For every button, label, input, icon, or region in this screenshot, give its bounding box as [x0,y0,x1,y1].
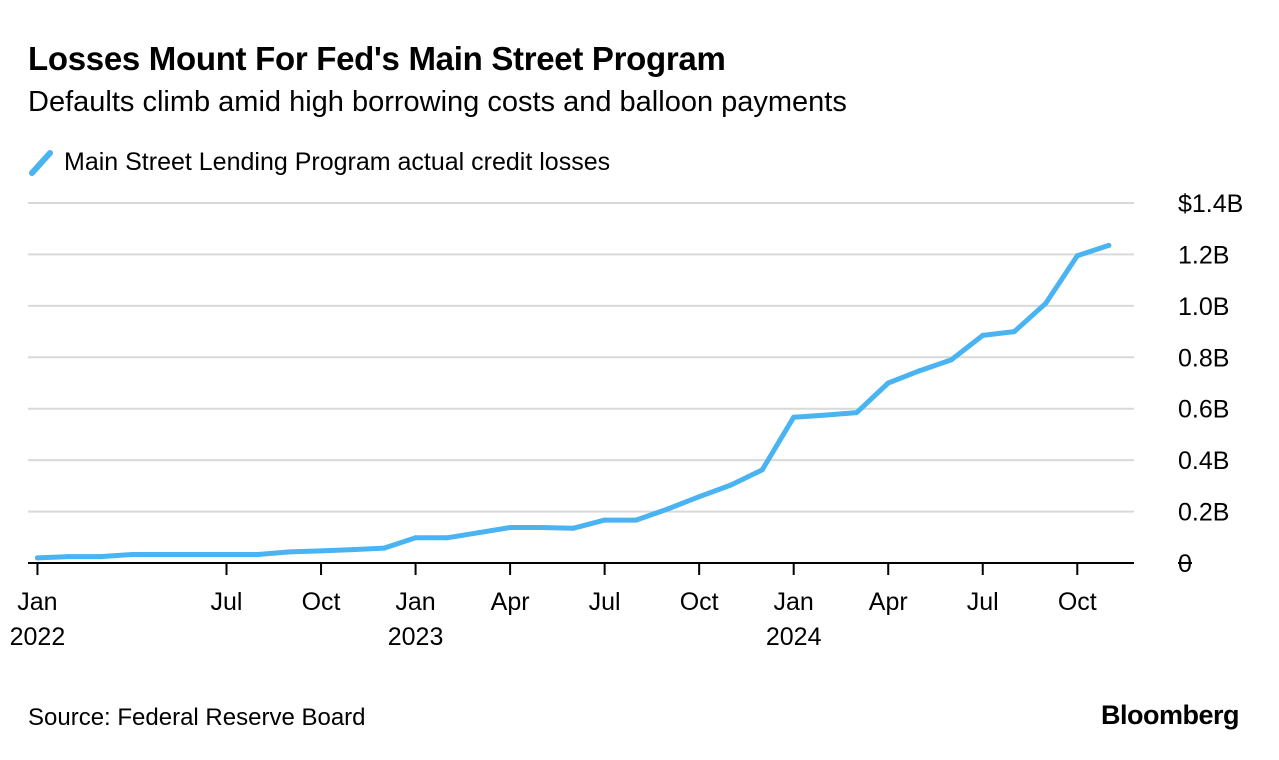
data-point [1074,253,1080,259]
legend-line-icon [29,150,53,176]
data-point [255,552,261,558]
x-year-label: 2022 [10,623,66,651]
data-point [917,368,923,374]
x-year-label: 2023 [388,623,444,651]
data-point [539,525,545,531]
x-tick-label: Apr [869,588,908,616]
data-point [854,410,860,416]
data-point [633,517,639,523]
x-tick-label: Oct [1058,588,1097,616]
x-tick-label: Oct [680,588,719,616]
x-tick-label: Oct [302,588,341,616]
y-tick-label: 1.2B [1178,241,1229,269]
data-point [1106,242,1112,248]
data-point [318,548,324,554]
data-point [507,525,513,531]
data-point [980,332,986,338]
chart-subtitle: Defaults climb amid high borrowing costs… [28,86,847,118]
data-point [287,549,293,555]
data-point [224,552,230,558]
gridlines [28,202,1134,513]
x-tick-label: Jan [17,588,57,616]
data-point [160,552,166,558]
data-point [822,412,828,418]
y-tick-label: $1.4B [1178,190,1243,218]
data-point [791,414,797,420]
data-point [1011,329,1017,335]
y-tick-label: 0 [1178,550,1192,578]
x-tick-label: Jan [774,588,814,616]
data-point [602,517,608,523]
data-point [97,554,103,560]
data-point [413,535,419,541]
y-tick-label: 1.0B [1178,293,1229,321]
data-point [665,506,671,512]
data-point [696,494,702,500]
data-point [885,380,891,386]
x-tick-label: Jul [967,588,999,616]
data-point [34,555,40,561]
y-tick-label: 0.8B [1178,344,1229,372]
data-point [444,535,450,541]
legend: Main Street Lending Program actual credi… [28,146,610,178]
source-note: Source: Federal Reserve Board [28,704,366,731]
x-tick-label: Jan [395,588,435,616]
data-point [759,467,765,473]
data-point [476,530,482,536]
x-tick-label: Jul [211,588,243,616]
data-point [1043,300,1049,306]
chart-title: Losses Mount For Fed's Main Street Progr… [28,40,726,77]
series [34,242,1112,561]
data-point [948,357,954,363]
x-axis [28,562,1192,575]
data-point [728,482,734,488]
data-point [381,545,387,551]
y-axis-labels: 0 0.2B 0.4B 0.6B 0.8B 1.0B 1.2B $1.4B [1178,190,1243,578]
x-tick-label: Jul [589,588,621,616]
x-axis-labels: Jan 2022 Jul Oct Jan 2023 Apr Jul Oct Jan 2024 Apr J… [10,588,1097,651]
y-tick-label: 0.6B [1178,396,1229,424]
data-point [192,552,198,558]
y-tick-label: 0.4B [1178,447,1229,475]
data-point [350,547,356,553]
data-point [129,552,135,558]
data-point [66,554,72,560]
y-tick-label: 0.2B [1178,499,1229,527]
x-year-label: 2024 [766,623,822,651]
bloomberg-logo: Bloomberg [1100,700,1240,730]
legend-label: Main Street Lending Program actual credi… [64,147,611,176]
data-point [570,525,576,531]
x-tick-label: Apr [491,588,530,616]
